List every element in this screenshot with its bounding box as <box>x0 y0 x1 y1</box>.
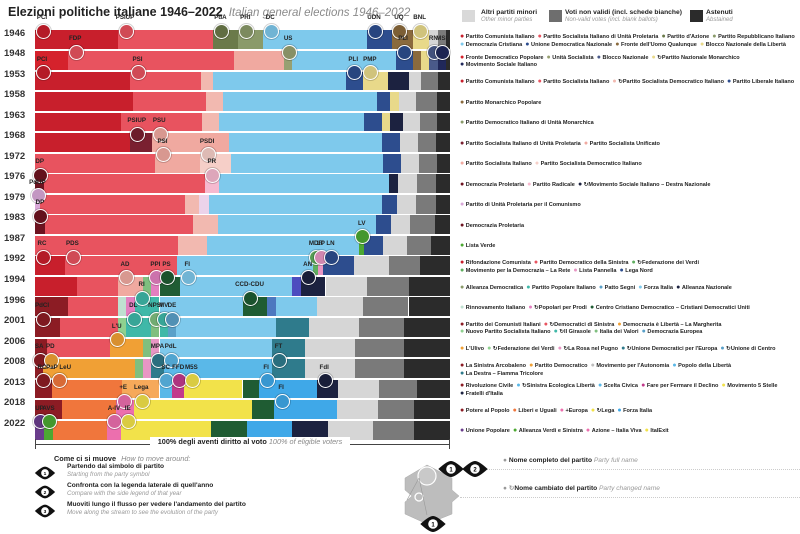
svg-text:2: 2 <box>44 490 47 496</box>
svg-text:3: 3 <box>44 509 47 515</box>
svg-text:1: 1 <box>44 471 47 477</box>
